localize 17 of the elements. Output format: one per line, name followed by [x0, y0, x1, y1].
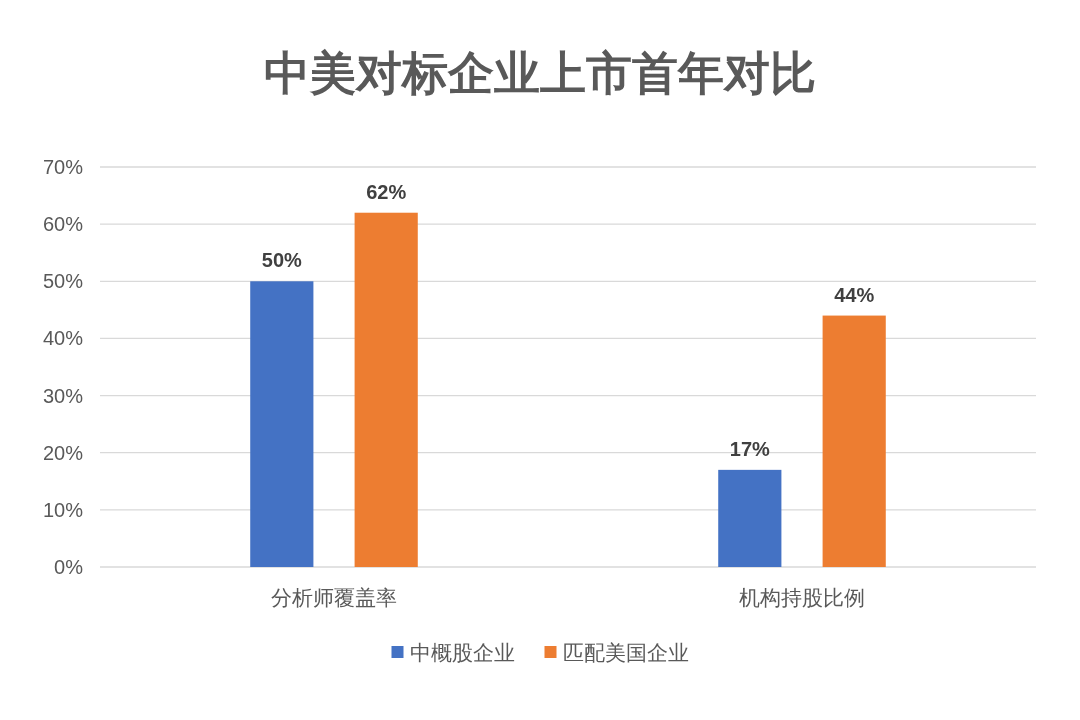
- data-label: 17%: [729, 437, 770, 460]
- data-label: 50%: [261, 249, 302, 272]
- ytick: 70%: [42, 156, 83, 178]
- ytick: 60%: [42, 213, 83, 236]
- legend-label: 中概股企业: [409, 640, 515, 664]
- legend-label: 匹配美国企业: [562, 640, 689, 664]
- data-label: 62%: [366, 180, 407, 203]
- ytick: 30%: [42, 384, 83, 407]
- title: 中美对标企业上市首年对比: [264, 47, 816, 99]
- ytick: 10%: [42, 498, 83, 521]
- xtick: 分析师覆盖率: [271, 585, 397, 609]
- ytick: 0%: [54, 556, 83, 578]
- ytick: 50%: [42, 270, 83, 293]
- data-label: 44%: [834, 283, 875, 306]
- xtick: 机构持股比例: [739, 585, 865, 609]
- ytick: 20%: [42, 441, 83, 464]
- ytick: 40%: [42, 327, 83, 350]
